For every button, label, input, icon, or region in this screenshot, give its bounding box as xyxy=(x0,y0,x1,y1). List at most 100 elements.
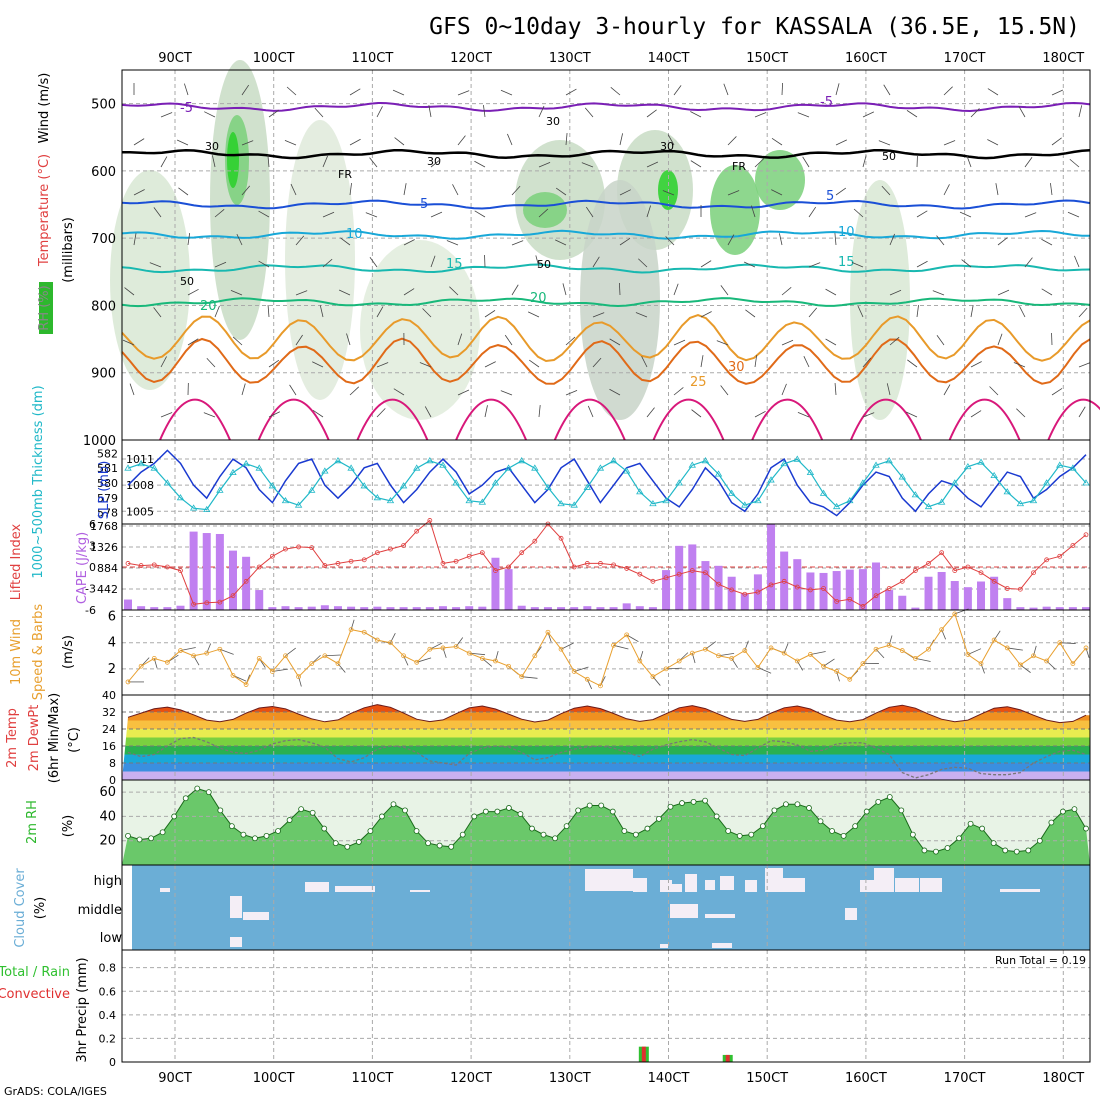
li-marker xyxy=(453,558,459,564)
wind-barb xyxy=(691,409,702,418)
precip-axis-label: 3hr Precip (mm) xyxy=(75,957,90,1062)
li-marker xyxy=(571,564,577,570)
wind-speed-marker xyxy=(361,629,367,635)
thickness-marker xyxy=(504,464,513,471)
rh-shade xyxy=(850,180,910,420)
wind-barb xyxy=(906,110,918,118)
wind-barb xyxy=(932,290,945,296)
li-marker xyxy=(138,563,144,568)
cape-bar xyxy=(885,590,894,610)
wind-barb xyxy=(825,288,837,296)
li-marker xyxy=(125,561,131,566)
wind-barb xyxy=(1016,408,1026,418)
wind-barb xyxy=(936,235,945,246)
wind-barb xyxy=(943,184,950,196)
li-marker xyxy=(899,578,905,584)
wind-speed-marker xyxy=(676,658,682,664)
wind-barb xyxy=(592,312,605,318)
cloud-patch xyxy=(705,880,715,890)
thickness-marker xyxy=(780,459,788,467)
wind-barb xyxy=(507,133,513,146)
wind-barb xyxy=(267,155,270,168)
wind-barb xyxy=(862,357,872,368)
slp-axis-label: SLP (mb) xyxy=(97,461,112,520)
isotherm-line xyxy=(121,229,1090,240)
li-marker xyxy=(939,550,945,556)
wind-barb xyxy=(535,255,540,268)
rh-marker xyxy=(783,801,789,808)
thickness-marker xyxy=(859,479,867,486)
isotherm-35 xyxy=(751,398,824,441)
cape-bar xyxy=(281,606,290,610)
li-marker xyxy=(834,599,840,604)
wind-barb xyxy=(554,239,567,246)
precip-tick-label: 0 xyxy=(109,1056,116,1069)
cloud-units-label: (%) xyxy=(33,897,48,920)
wind-barb xyxy=(970,108,980,118)
wind-barb xyxy=(284,140,297,146)
thickness-marker xyxy=(832,502,841,510)
rh-marker xyxy=(298,806,305,813)
wind-speed-marker xyxy=(794,658,800,664)
cape-bar xyxy=(557,607,566,610)
rh-marker xyxy=(933,848,939,855)
dewpt2m-axis-label: 2m DewPt xyxy=(27,705,42,772)
cloud-patch xyxy=(712,943,732,948)
thickness-marker xyxy=(334,457,342,464)
wind-barb xyxy=(187,338,199,346)
wind-speed-marker xyxy=(388,640,393,646)
thickness-marker xyxy=(714,470,723,477)
li-marker xyxy=(374,550,380,556)
wind-barb xyxy=(241,383,246,396)
wind-barb xyxy=(700,355,704,368)
time-tick-label: 140CT xyxy=(648,51,690,66)
rh-marker xyxy=(806,805,812,811)
millibars-axis-label: (millibars) xyxy=(61,217,76,283)
li-marker xyxy=(689,568,695,573)
wind-speed-marker xyxy=(217,646,223,652)
wind-barb xyxy=(835,187,847,196)
wind-speed-marker xyxy=(821,663,826,669)
wind-barb xyxy=(153,207,162,218)
rh-marker xyxy=(159,829,166,836)
li-marker xyxy=(755,589,761,595)
wind-barb xyxy=(618,282,621,296)
wind-barb xyxy=(808,262,821,268)
cape-bar xyxy=(517,605,526,610)
slp-line xyxy=(127,449,1087,517)
thickness-marker xyxy=(622,467,631,474)
li-marker xyxy=(912,568,918,573)
rh-marker xyxy=(1002,847,1009,854)
li-axis-label: Lifted Index xyxy=(9,523,24,600)
cloud-patch xyxy=(670,904,698,918)
wind-speed-marker xyxy=(952,611,958,617)
wind-barb xyxy=(783,643,789,654)
li-marker xyxy=(283,546,288,552)
cape-bar xyxy=(360,607,369,610)
wind-speed-marker xyxy=(191,653,197,659)
rh-tick-label: 60 xyxy=(99,785,116,800)
li-tick-label: 6 xyxy=(89,518,96,531)
cape-bar xyxy=(320,605,329,610)
time-tick-label: 180CT xyxy=(1042,1071,1084,1086)
thickness-marker xyxy=(1082,479,1090,486)
wind-barb xyxy=(1051,89,1064,96)
rh-marker xyxy=(286,817,293,823)
isotherm-line xyxy=(121,263,1091,274)
wind-barb xyxy=(997,237,1008,246)
wind-barb xyxy=(392,89,405,96)
wind-barb xyxy=(272,668,288,672)
wind-barb xyxy=(133,138,145,146)
temperature-contour-label: 20 xyxy=(530,291,547,306)
wind-barb xyxy=(349,183,352,196)
cloud-patch xyxy=(230,896,242,918)
cloud-patch xyxy=(243,912,269,920)
thickness-marker xyxy=(137,459,145,467)
wind-barb xyxy=(511,284,519,296)
thickness-marker xyxy=(570,501,578,508)
wind-barb xyxy=(555,187,567,196)
temp-tick-label: 0 xyxy=(109,774,116,787)
wind-barb xyxy=(538,105,545,118)
li-marker xyxy=(821,586,826,591)
